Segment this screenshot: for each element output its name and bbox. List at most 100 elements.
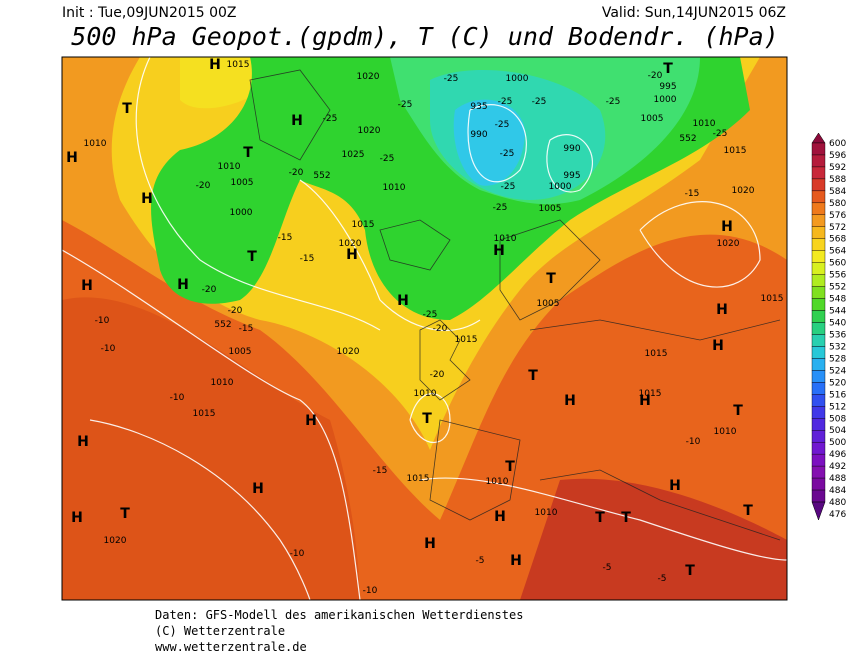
contour-label: 1005: [641, 114, 664, 124]
colorbar-cell: [811, 489, 826, 503]
contour-label: 1000: [654, 95, 677, 105]
contour-label: -10: [363, 586, 378, 596]
pressure-center: T: [685, 563, 695, 579]
colorbar-cell: [811, 226, 826, 239]
contour-label: -25: [444, 74, 459, 84]
colorbar-cell: [811, 406, 826, 419]
colorbar-cell: [811, 286, 826, 299]
colorbar-cell: [811, 382, 826, 395]
contour-label: -20: [433, 324, 448, 334]
pressure-center: H: [71, 510, 83, 526]
colorbar-label: 596: [829, 151, 846, 161]
valid-time: Valid: Sun,14JUN2015 06Z: [602, 5, 786, 21]
contour-label: 990: [470, 130, 487, 140]
colorbar-label: 520: [829, 378, 846, 388]
colorbar-cell: [811, 214, 826, 227]
colorbar-cell: [811, 262, 826, 275]
colorbar-label: 528: [829, 354, 846, 364]
contour-label: -20: [228, 306, 243, 316]
colorbar-cell: [811, 441, 826, 455]
pressure-center: H: [721, 219, 733, 235]
contour-label: 1010: [693, 119, 716, 129]
contour-label: 995: [659, 82, 676, 92]
colorbar-cell: [811, 190, 826, 204]
contour-label: 1010: [535, 508, 558, 518]
contour-label: 1010: [414, 389, 437, 399]
contour-label: 1020: [337, 347, 360, 357]
contour-label: 1015: [455, 335, 478, 345]
pressure-center: H: [305, 413, 317, 429]
colorbar-cell: [811, 465, 826, 479]
contour-label: -25: [713, 129, 728, 139]
colorbar-label: 504: [829, 426, 846, 436]
contour-label: 1000: [506, 74, 529, 84]
contour-label: 1015: [761, 294, 784, 304]
contour-label: 1020: [717, 239, 740, 249]
contour-label: -15: [685, 189, 700, 199]
colorbar-label: 500: [829, 438, 846, 448]
init-time: Init : Tue,09JUN2015 00Z: [62, 5, 237, 21]
pressure-center: H: [712, 338, 724, 354]
pressure-center: T: [621, 510, 631, 526]
pressure-center: H: [177, 277, 189, 293]
pressure-center: T: [595, 510, 605, 526]
contour-label: -10: [101, 344, 116, 354]
colorbar-label: 592: [829, 163, 846, 173]
contour-label: 1005: [229, 347, 252, 357]
colorbar-cell: [811, 142, 826, 156]
colorbar-label: 532: [829, 342, 846, 352]
contour-label: -20: [196, 181, 211, 191]
colorbar-cell: [811, 310, 826, 323]
contour-label: -20: [202, 285, 217, 295]
pressure-center: H: [397, 293, 409, 309]
colorbar-label: 484: [829, 486, 846, 496]
colorbar-cell: [811, 334, 826, 347]
pressure-center: H: [77, 434, 89, 450]
colorbar-cell: [811, 166, 826, 180]
contour-label: -25: [500, 149, 515, 159]
footer-line: (C) Wetterzentrale: [155, 624, 285, 638]
colorbar-label: 544: [829, 307, 846, 317]
contour-label: -15: [300, 254, 315, 264]
colorbar-cell: [811, 370, 826, 383]
colorbar-cell: [811, 298, 826, 311]
colorbar-cell: [811, 274, 826, 287]
contour-label: 1020: [358, 126, 381, 136]
colorbar-label: 556: [829, 271, 846, 281]
pressure-center: H: [493, 243, 505, 259]
pressure-center: H: [716, 302, 728, 318]
pressure-center: T: [505, 459, 515, 475]
contour-label: -10: [290, 549, 305, 559]
colorbar-label: 496: [829, 450, 846, 460]
contour-label: 1005: [539, 204, 562, 214]
contour-label: 1020: [104, 536, 127, 546]
colorbar-cell: [811, 358, 826, 371]
colorbar-label: 564: [829, 247, 846, 257]
contour-label: 1015: [407, 474, 430, 484]
pressure-center: T: [422, 411, 432, 427]
pressure-center: T: [247, 249, 257, 265]
contour-label: 1000: [549, 182, 572, 192]
contour-label: 1000: [230, 208, 253, 218]
pressure-center: T: [663, 61, 673, 77]
contour-label: 1010: [211, 378, 234, 388]
contour-label: -10: [170, 393, 185, 403]
pressure-center: H: [141, 191, 153, 207]
pressure-center: T: [733, 403, 743, 419]
contour-label: 1015: [193, 409, 216, 419]
colorbar-cell: [811, 430, 826, 443]
contour-label: -10: [686, 437, 701, 447]
contour-label: 1005: [537, 299, 560, 309]
contour-label: 1020: [339, 239, 362, 249]
contour-label: 552: [313, 171, 330, 181]
pressure-center: H: [66, 150, 78, 166]
colorbar-cap: [811, 501, 826, 521]
colorbar-label: 560: [829, 259, 846, 269]
contour-label: -25: [493, 203, 508, 213]
pressure-center: T: [528, 368, 538, 384]
colorbar-cell: [811, 250, 826, 263]
colorbar-label: 536: [829, 330, 846, 340]
contour-label: -15: [239, 324, 254, 334]
